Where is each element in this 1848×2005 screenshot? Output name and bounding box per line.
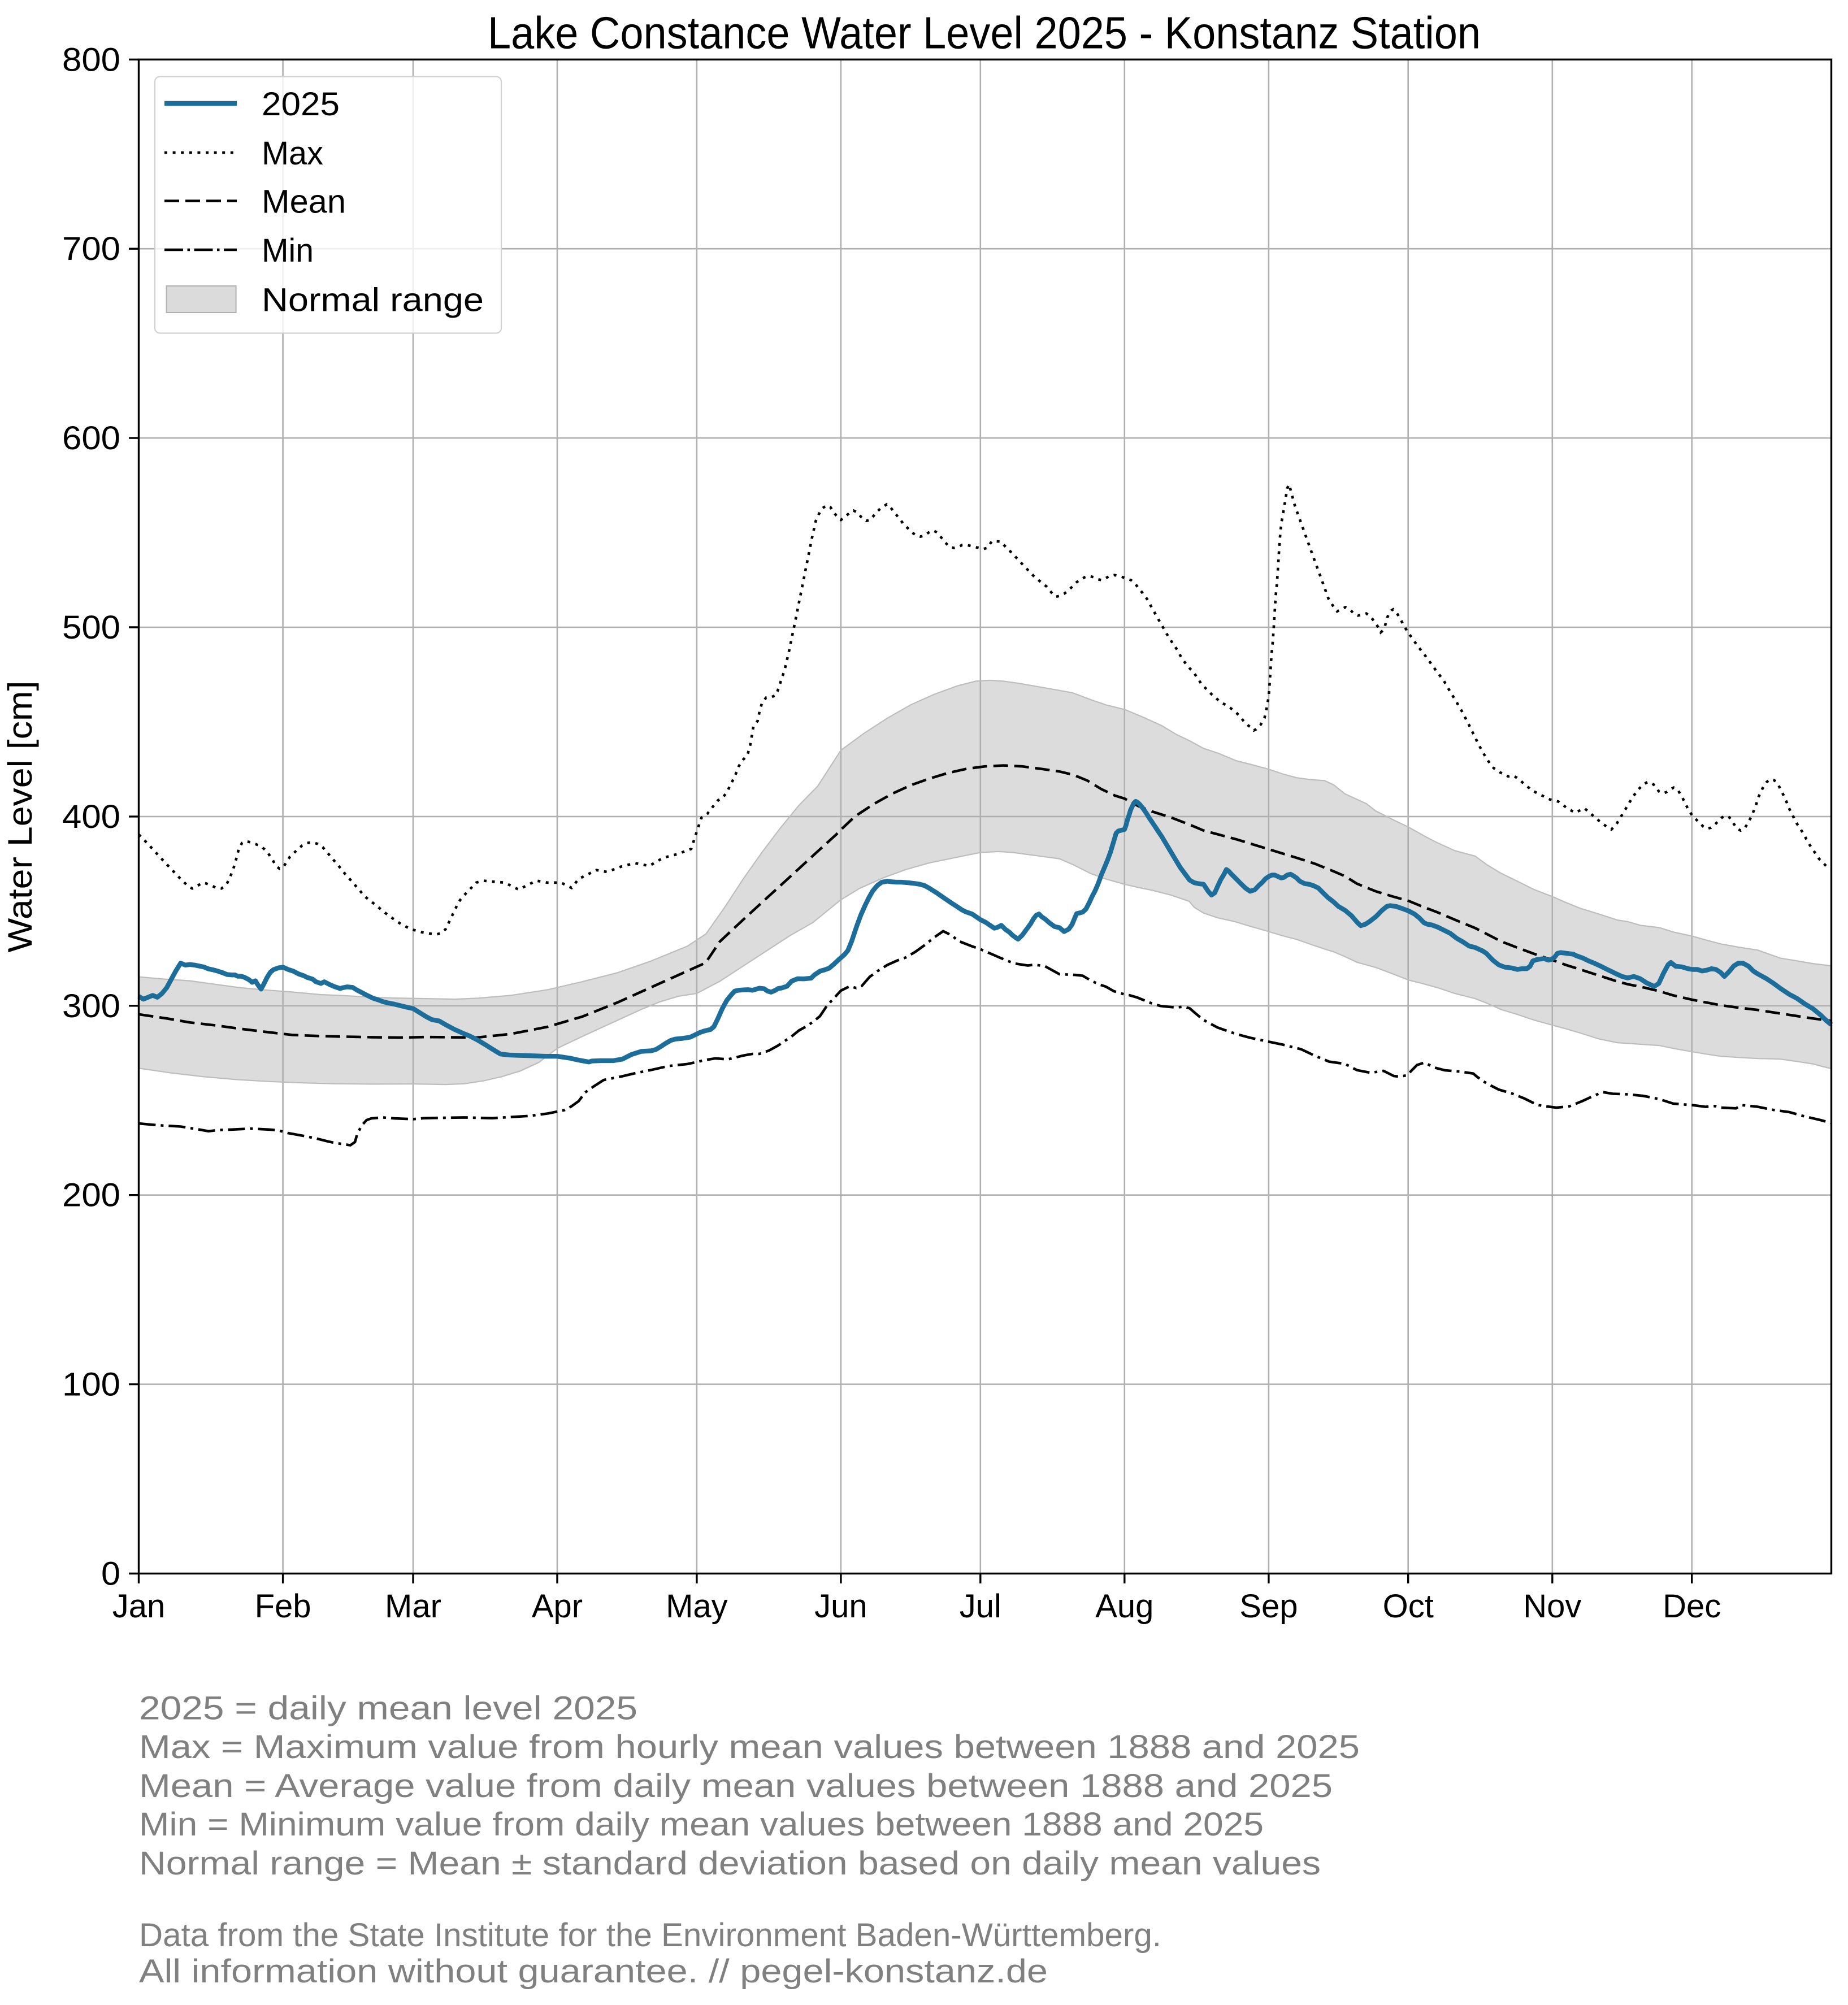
svg-text:Feb: Feb <box>255 1588 311 1625</box>
svg-text:Max: Max <box>262 135 323 172</box>
svg-text:Lake Constance Water Level 202: Lake Constance Water Level 2025 - Konsta… <box>488 8 1481 58</box>
svg-text:Jan: Jan <box>112 1588 166 1625</box>
svg-text:2025: 2025 <box>262 86 340 123</box>
svg-text:Jul: Jul <box>960 1588 1001 1625</box>
svg-text:800: 800 <box>62 41 120 78</box>
svg-text:Sep: Sep <box>1239 1588 1298 1625</box>
svg-text:Data from the State Institute: Data from the State Institute for the En… <box>139 1917 1161 1954</box>
svg-text:Apr: Apr <box>532 1588 583 1625</box>
svg-text:Normal range = Mean ± standard: Normal range = Mean ± standard deviation… <box>139 1845 1321 1882</box>
svg-text:Mean = Average value from dail: Mean = Average value from daily mean val… <box>139 1768 1333 1804</box>
svg-text:2025 = daily mean level 2025: 2025 = daily mean level 2025 <box>139 1690 637 1727</box>
svg-text:300: 300 <box>62 988 120 1025</box>
svg-text:Min: Min <box>262 232 314 269</box>
svg-text:Jun: Jun <box>814 1588 867 1625</box>
svg-text:Nov: Nov <box>1523 1588 1581 1625</box>
svg-text:700: 700 <box>62 231 120 267</box>
svg-text:600: 600 <box>62 420 120 457</box>
svg-text:Aug: Aug <box>1095 1588 1153 1625</box>
svg-text:Oct: Oct <box>1383 1588 1434 1625</box>
svg-text:400: 400 <box>62 798 120 835</box>
svg-text:Mar: Mar <box>385 1588 441 1625</box>
svg-text:Water Level [cm]: Water Level [cm] <box>1 681 39 953</box>
svg-text:Dec: Dec <box>1663 1588 1721 1625</box>
svg-text:Max = Maximum value from hourl: Max = Maximum value from hourly mean val… <box>139 1729 1360 1765</box>
svg-text:May: May <box>666 1588 728 1625</box>
svg-text:100: 100 <box>62 1366 120 1403</box>
svg-text:0: 0 <box>101 1556 120 1592</box>
svg-text:All information without guaran: All information without guarantee. // pe… <box>139 1953 1048 1990</box>
svg-text:Normal range: Normal range <box>262 282 484 319</box>
svg-text:500: 500 <box>62 609 120 646</box>
svg-text:200: 200 <box>62 1177 120 1214</box>
svg-text:Min = Minimum value from daily: Min = Minimum value from daily mean valu… <box>139 1806 1264 1843</box>
svg-text:Mean: Mean <box>262 184 346 220</box>
